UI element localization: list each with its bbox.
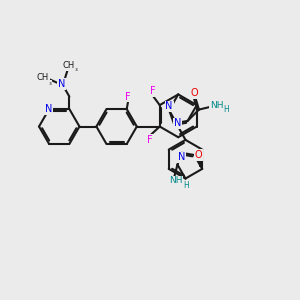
Text: F: F [125,92,131,101]
Text: N: N [45,104,52,114]
Text: H: H [183,181,189,190]
Text: ₃: ₃ [75,67,78,73]
Text: N: N [174,118,182,128]
Text: NH: NH [210,101,223,110]
Text: CH: CH [63,61,75,70]
Text: NH: NH [169,176,183,185]
Text: ₃: ₃ [49,80,51,86]
Text: H: H [224,105,229,114]
Text: O: O [190,88,198,98]
Text: F: F [150,86,155,96]
Text: F: F [147,135,153,145]
Text: N: N [178,152,185,162]
Text: CH: CH [37,73,49,82]
Text: N: N [166,101,173,111]
Text: N: N [58,79,65,89]
Text: O: O [195,150,203,160]
